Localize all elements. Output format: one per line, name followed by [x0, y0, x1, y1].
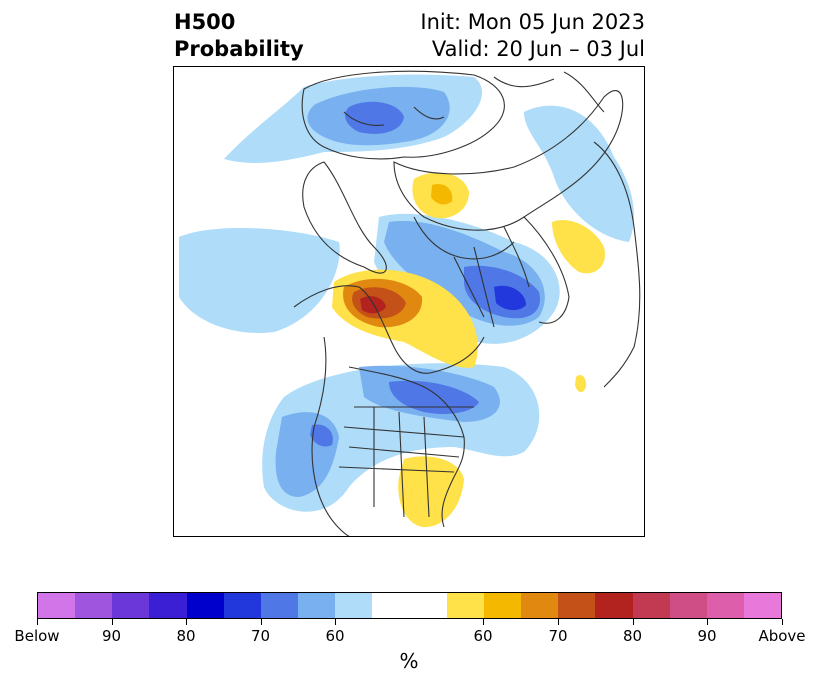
colorbar-swatch	[260, 593, 299, 618]
colorbar-swatch	[223, 593, 261, 618]
colorbar-swatch	[706, 593, 744, 618]
colorbar-swatch	[372, 593, 410, 618]
colorbar-swatch	[521, 593, 559, 618]
probability-map	[179, 70, 641, 536]
colorbar-swatch	[669, 593, 707, 618]
colorbar-tick-label: 80	[176, 627, 196, 645]
colorbar-tick	[707, 619, 708, 625]
colorbar-tick	[632, 619, 634, 625]
colorbar-tick-label: Below	[14, 627, 60, 645]
colorbar-tick	[186, 619, 187, 625]
yellow-southeast-us	[398, 456, 464, 528]
colorbar-tick	[37, 619, 38, 625]
colorbar-tick-label: 90	[697, 627, 717, 645]
coastlines	[293, 70, 641, 536]
blue-canada-dark	[389, 380, 479, 414]
blue-russia	[524, 105, 634, 242]
colorbar-tick-label: 70	[250, 627, 271, 645]
colorbar-tick-label: 70	[548, 627, 568, 645]
colorbar-tick-label: 60	[325, 627, 345, 645]
title-variable: H500	[174, 10, 236, 34]
map-panel	[173, 66, 645, 537]
title-left: H500 Probability	[174, 9, 304, 63]
blue-greenland-dark	[345, 101, 404, 134]
colorbar-swatch	[595, 593, 633, 618]
colorbar-unit: %	[399, 649, 419, 673]
colorbar-tick	[782, 619, 783, 625]
colorbar-swatch	[558, 593, 596, 618]
colorbar-tick	[335, 619, 336, 625]
colorbar-tick	[483, 619, 484, 625]
blue-west-us-dark	[310, 424, 333, 447]
blue-west-dark	[494, 285, 526, 311]
colorbar-tick	[111, 619, 113, 625]
title-right: Init: Mon 05 Jun 2023 Valid: 20 Jun – 03…	[420, 9, 645, 63]
colorbar-swatch	[298, 593, 336, 618]
yellow-pacific-small	[575, 375, 587, 393]
colorbar-swatch	[75, 593, 113, 618]
valid-range: Valid: 20 Jun – 03 Jul	[431, 37, 645, 61]
colorbar-tick-label: Above	[758, 627, 806, 645]
title-product: Probability	[174, 37, 304, 61]
colorbar-swatch	[38, 593, 76, 618]
colorbar-swatch	[632, 593, 670, 618]
colorbar	[37, 592, 782, 619]
red-alaska	[360, 296, 386, 314]
colorbar-swatch	[743, 593, 782, 618]
colorbar-tick	[260, 619, 262, 625]
colorbar-tick	[558, 619, 559, 625]
yellow-scandinavia-core	[431, 183, 453, 205]
colorbar-swatch	[446, 593, 484, 618]
init-date: Init: Mon 05 Jun 2023	[420, 10, 645, 34]
yellow-china	[552, 219, 605, 274]
colorbar-swatch	[483, 593, 522, 618]
blue-pacific	[179, 227, 340, 333]
colorbar-swatch	[409, 593, 447, 618]
colorbar-tick-label: 80	[622, 627, 643, 645]
colorbar-tick-label: 90	[101, 627, 122, 645]
colorbar-swatch	[335, 593, 373, 618]
colorbar-swatch	[112, 593, 150, 618]
colorbar-swatch	[149, 593, 187, 618]
colorbar-swatch	[186, 593, 224, 618]
colorbar-tick-label: 60	[473, 627, 493, 645]
